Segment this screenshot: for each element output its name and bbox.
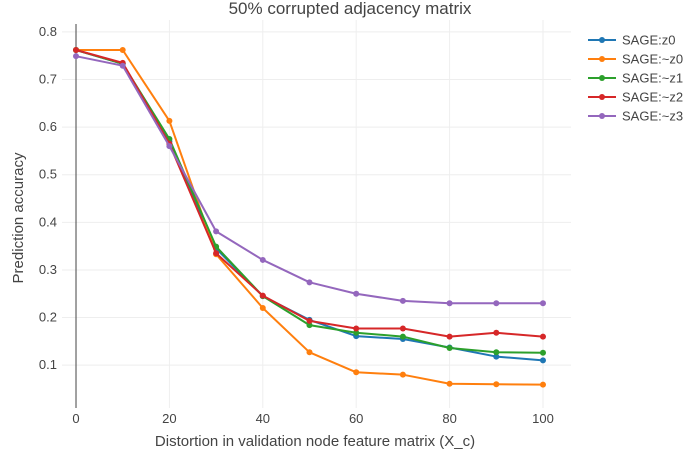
- legend-label: SAGE:~z1: [622, 71, 683, 86]
- legend-item-sage-z1[interactable]: SAGE:~z1: [588, 71, 683, 86]
- data-point: [166, 143, 173, 150]
- data-point: [353, 329, 360, 336]
- data-point: [259, 256, 266, 263]
- data-point: [539, 300, 546, 307]
- legend-item-sage-z0[interactable]: SAGE:~z0: [588, 52, 683, 67]
- series-layer: [73, 46, 546, 388]
- data-point: [446, 300, 453, 307]
- x-tick-label: 80: [442, 411, 456, 426]
- y-tick-label: 0.7: [39, 72, 57, 87]
- chart-title: 50% corrupted adjacency matrix: [229, 0, 472, 18]
- legend-item-sage-z0[interactable]: SAGE:z0: [588, 33, 675, 48]
- y-axis-title: Prediction accuracy: [10, 152, 27, 283]
- x-tick-label: 40: [256, 411, 270, 426]
- x-tick-label: 20: [162, 411, 176, 426]
- legend-swatch-marker: [599, 56, 605, 62]
- data-point: [399, 333, 406, 340]
- legend-swatch-marker: [599, 94, 605, 100]
- data-point: [259, 305, 266, 312]
- x-tick-label: 0: [72, 411, 79, 426]
- data-point: [353, 290, 360, 297]
- data-point: [446, 380, 453, 387]
- data-point: [259, 292, 266, 299]
- data-point: [493, 349, 500, 356]
- data-point: [73, 53, 80, 60]
- data-point: [539, 381, 546, 388]
- data-point: [306, 317, 313, 324]
- data-point: [166, 117, 173, 124]
- data-point: [493, 381, 500, 388]
- series-sage-z3: [73, 53, 546, 307]
- data-point: [119, 62, 126, 69]
- x-tick-label: 100: [532, 411, 554, 426]
- y-tick-label: 0.5: [39, 167, 57, 182]
- legend: SAGE:z0 SAGE:~z0 SAGE:~z1 SAGE:~z2 SAGE:~z3: [588, 33, 683, 124]
- data-point: [306, 322, 313, 329]
- legend-item-sage-z3[interactable]: SAGE:~z3: [588, 109, 683, 124]
- data-point: [213, 250, 220, 257]
- data-point: [119, 46, 126, 53]
- data-point: [399, 371, 406, 378]
- x-axis-ticks: 0 20 40 60 80 100: [72, 411, 553, 426]
- data-point: [493, 300, 500, 307]
- x-tick-label: 60: [349, 411, 363, 426]
- legend-label: SAGE:~z3: [622, 109, 683, 124]
- y-axis-ticks: 0.1 0.2 0.3 0.4 0.5 0.6 0.7 0.8: [39, 24, 57, 372]
- data-point: [353, 325, 360, 332]
- y-tick-label: 0.8: [39, 24, 57, 39]
- data-point: [539, 333, 546, 340]
- data-point: [493, 329, 500, 336]
- data-point: [399, 297, 406, 304]
- data-point: [306, 349, 313, 356]
- data-point: [539, 357, 546, 364]
- legend-swatch-marker: [599, 37, 605, 43]
- data-point: [446, 333, 453, 340]
- legend-label: SAGE:~z0: [622, 52, 683, 67]
- data-point: [306, 279, 313, 286]
- data-point: [493, 353, 500, 360]
- x-axis-title: Distortion in validation node feature ma…: [155, 433, 475, 450]
- y-tick-label: 0.2: [39, 310, 57, 325]
- data-point: [73, 46, 80, 53]
- legend-swatch-marker: [599, 113, 605, 119]
- legend-label: SAGE:~z2: [622, 90, 683, 105]
- data-point: [353, 369, 360, 376]
- legend-swatch-marker: [599, 75, 605, 81]
- y-tick-label: 0.6: [39, 119, 57, 134]
- legend-item-sage-z2[interactable]: SAGE:~z2: [588, 90, 683, 105]
- data-point: [213, 228, 220, 235]
- legend-label: SAGE:z0: [622, 33, 675, 48]
- y-tick-label: 0.4: [39, 214, 57, 229]
- data-point: [399, 325, 406, 332]
- data-point: [446, 345, 453, 352]
- y-tick-label: 0.3: [39, 262, 57, 277]
- y-tick-label: 0.1: [39, 357, 57, 372]
- grid-lines: [62, 20, 571, 408]
- data-point: [539, 349, 546, 356]
